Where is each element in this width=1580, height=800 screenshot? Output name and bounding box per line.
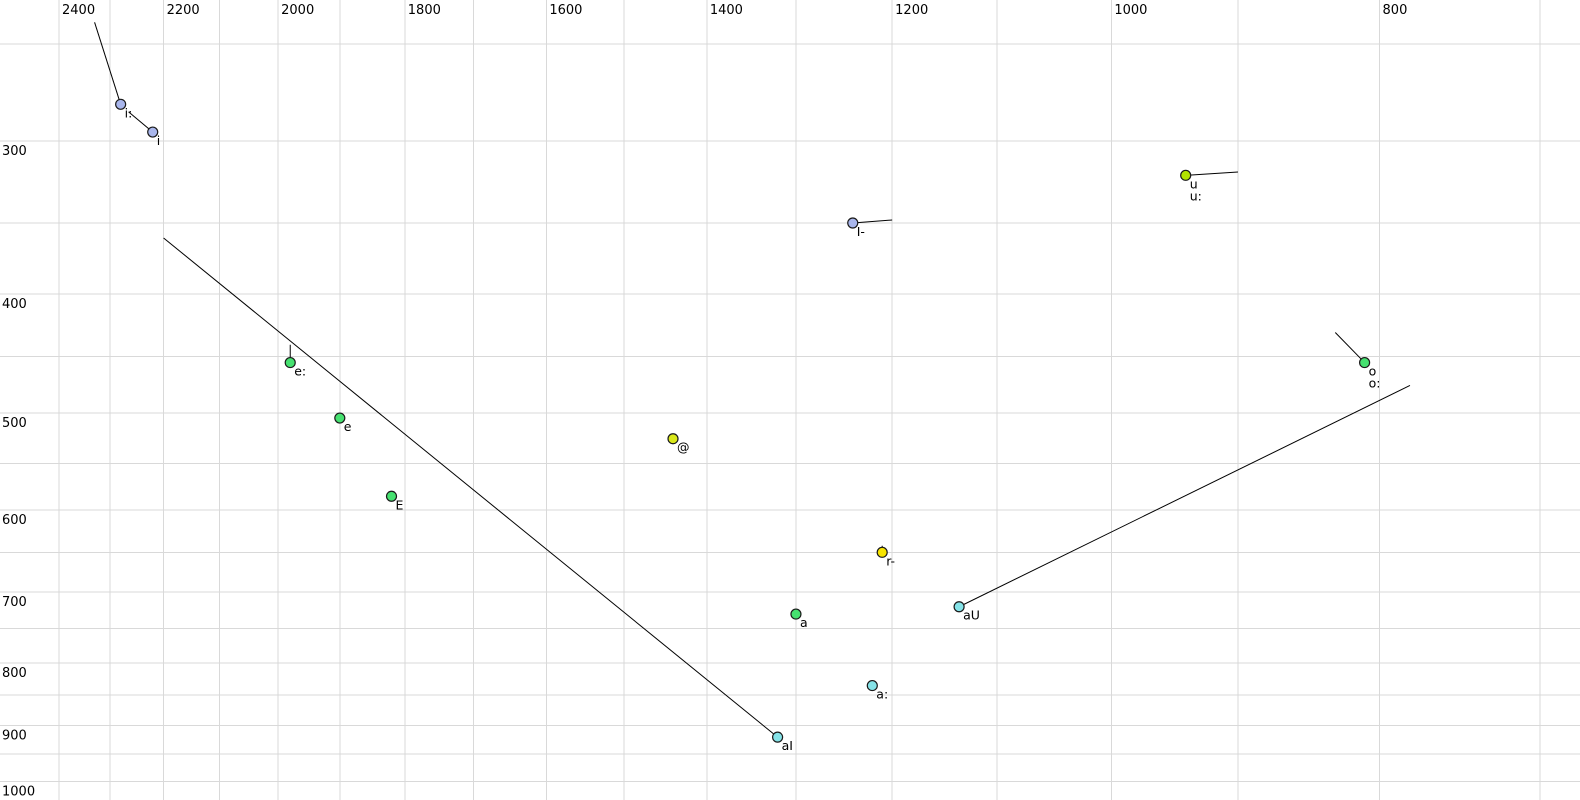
x-axis-tick-label: 800 bbox=[1383, 3, 1408, 18]
vowel-point bbox=[667, 433, 679, 445]
vowel-label: a: bbox=[876, 687, 888, 702]
vowel-point bbox=[790, 608, 802, 620]
vowel-label: o: bbox=[1369, 376, 1381, 391]
vowel-label: E bbox=[396, 497, 404, 512]
vowel-point bbox=[847, 217, 859, 229]
vowel-label: e bbox=[344, 419, 352, 434]
vowel-label: u: bbox=[1190, 188, 1202, 203]
x-axis-tick-label: 2400 bbox=[62, 3, 95, 18]
x-axis-tick-label: 2200 bbox=[167, 3, 200, 18]
trajectory-line bbox=[163, 237, 778, 738]
trajectory-line bbox=[1334, 332, 1365, 363]
vowel-label: a bbox=[800, 615, 808, 630]
vowel-label: i: bbox=[125, 105, 133, 120]
vowel-label: aI bbox=[782, 738, 793, 753]
x-axis-tick-label: 1600 bbox=[549, 3, 582, 18]
vowel-label: u bbox=[1190, 176, 1198, 191]
x-axis-tick-label: 1000 bbox=[1114, 3, 1147, 18]
vowel-label: I- bbox=[857, 224, 865, 239]
vowel-point bbox=[1180, 169, 1192, 181]
vowel-point bbox=[876, 546, 888, 558]
vowel-label: @ bbox=[677, 440, 690, 455]
y-axis-tick-label: 600 bbox=[2, 513, 27, 528]
y-axis-tick-label: 800 bbox=[2, 666, 27, 681]
vowel-point bbox=[147, 126, 159, 138]
vowel-point bbox=[284, 356, 296, 369]
vowel-point bbox=[115, 98, 127, 110]
y-axis-tick-label: 500 bbox=[2, 416, 27, 431]
x-axis-tick-label: 1400 bbox=[710, 3, 743, 18]
vowel-point bbox=[334, 412, 346, 424]
trajectory-line bbox=[1185, 171, 1238, 176]
vowel-label: i bbox=[157, 133, 160, 148]
vowel-label: o bbox=[1369, 364, 1377, 379]
vowel-point bbox=[1359, 356, 1371, 369]
y-axis-tick-label: 700 bbox=[2, 595, 27, 610]
trajectory-line bbox=[94, 22, 122, 105]
y-axis-tick-label: 400 bbox=[2, 297, 27, 312]
x-axis-tick-label: 1800 bbox=[408, 3, 441, 18]
trajectory-line bbox=[958, 385, 1411, 608]
vowel-point bbox=[866, 679, 878, 692]
x-axis-tick-label: 1200 bbox=[895, 3, 928, 18]
y-axis-tick-label: 300 bbox=[2, 144, 27, 159]
trajectory-line bbox=[852, 219, 893, 224]
vowel-label: aU bbox=[963, 608, 980, 623]
vowel-label: r- bbox=[886, 553, 895, 568]
vowel-label: e: bbox=[294, 364, 306, 379]
y-axis-tick-label: 1000 bbox=[2, 785, 35, 800]
vowel-point bbox=[953, 601, 965, 613]
y-axis-tick-label: 900 bbox=[2, 728, 27, 743]
x-axis-tick-label: 2000 bbox=[281, 3, 314, 18]
vowel-point bbox=[385, 490, 398, 502]
vowel-point bbox=[772, 731, 784, 743]
